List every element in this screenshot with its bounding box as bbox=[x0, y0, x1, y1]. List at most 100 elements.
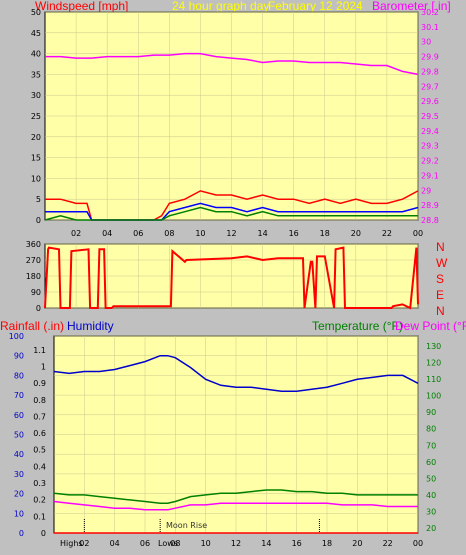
barometer-tick: 30 bbox=[421, 38, 431, 47]
wind-baro-series bbox=[44, 52, 419, 221]
x-tick: 20 bbox=[352, 539, 362, 548]
series-dew-point bbox=[53, 500, 418, 511]
barometer-tick: 30.1 bbox=[421, 23, 439, 32]
temperature-tick: 100 bbox=[426, 392, 441, 401]
windspeed-tick-labels: 0 5 10 15 20 25 30 35 40 45 50 bbox=[31, 8, 41, 225]
temperature-tick: 20 bbox=[426, 524, 436, 533]
x-tick: 14 bbox=[261, 539, 271, 548]
rainfall-tick: 1.1 bbox=[33, 346, 46, 355]
rainfall-tick: 0.4 bbox=[33, 462, 46, 471]
annotation-moon-rise: Moon Rise bbox=[166, 521, 207, 530]
barometer-tick: 30.2 bbox=[421, 8, 439, 17]
barometer-tick: 29.8 bbox=[421, 67, 439, 76]
x-tick: 22 bbox=[382, 229, 392, 238]
barometer-tick: 29.5 bbox=[421, 112, 439, 121]
barometer-tick: 29.3 bbox=[421, 142, 439, 151]
series-humidity bbox=[53, 354, 419, 392]
windspeed-axis-label: Windspeed [mph] bbox=[35, 0, 128, 13]
direction-tick: 360 bbox=[26, 240, 41, 249]
annotations: Moon Rise Highs Lows bbox=[60, 519, 320, 548]
compass-s: S bbox=[436, 272, 444, 286]
x-tick: 14 bbox=[257, 229, 267, 238]
direction-tick: 180 bbox=[26, 272, 41, 281]
x-tick: 12 bbox=[226, 229, 236, 238]
dewpoint-axis-label: Dew Point (°F) bbox=[395, 319, 466, 333]
temperature-tick: 70 bbox=[426, 441, 436, 450]
humidity-tick: 80 bbox=[14, 371, 24, 380]
rainfall-tick: 0.5 bbox=[33, 446, 46, 455]
temp-humidity-series bbox=[53, 354, 419, 534]
humidity-tick: 70 bbox=[14, 391, 24, 400]
temperature-tick: 90 bbox=[426, 408, 436, 417]
humidity-tick: 30 bbox=[14, 470, 24, 479]
series-barometer bbox=[45, 52, 419, 76]
windspeed-tick: 15 bbox=[31, 154, 41, 163]
compass-n: N bbox=[436, 304, 445, 318]
temperature-tick: 30 bbox=[426, 507, 436, 516]
x-tick: 04 bbox=[102, 229, 112, 238]
compass-n: N bbox=[436, 240, 445, 254]
x-tick: 00 bbox=[413, 229, 423, 238]
temperature-tick: 40 bbox=[426, 491, 436, 500]
temperature-tick: 120 bbox=[426, 358, 441, 367]
windspeed-tick: 30 bbox=[31, 91, 41, 100]
barometer-tick: 29 bbox=[421, 186, 431, 195]
wind-direction-tick-labels: 0 90 180 270 360 bbox=[26, 240, 41, 313]
x-tick: 12 bbox=[231, 539, 241, 548]
wind-direction-series bbox=[44, 246, 419, 310]
humidity-tick: 40 bbox=[14, 450, 24, 459]
rainfall-tick: 1 bbox=[41, 362, 46, 371]
rainfall-tick: 0.9 bbox=[33, 379, 46, 388]
barometer-tick: 29.9 bbox=[421, 53, 439, 62]
x-tick: 18 bbox=[322, 539, 332, 548]
direction-tick: 90 bbox=[31, 288, 41, 297]
windspeed-tick: 10 bbox=[31, 174, 41, 183]
series-wind-average bbox=[45, 202, 419, 221]
x-tick: 10 bbox=[195, 229, 205, 238]
series-wind-low bbox=[44, 206, 418, 221]
barometer-tick: 29.1 bbox=[421, 171, 439, 180]
barometer-tick: 29.4 bbox=[421, 127, 439, 136]
temperature-tick: 130 bbox=[426, 342, 441, 351]
x-tick: 06 bbox=[133, 229, 143, 238]
humidity-tick: 100 bbox=[9, 332, 24, 341]
annotation-lows: Lows bbox=[158, 539, 178, 548]
rainfall-tick: 0.7 bbox=[33, 412, 46, 421]
rainfall-tick-labels: 0 0.1 0.2 0.3 0.4 0.5 0.6 0.7 0.8 0.9 1 1.1 bbox=[33, 346, 46, 538]
x-tick: 16 bbox=[292, 539, 302, 548]
barometer-tick: 29.6 bbox=[421, 97, 439, 106]
x-tick: 16 bbox=[289, 229, 299, 238]
humidity-tick: 60 bbox=[14, 411, 24, 420]
windspeed-tick: 5 bbox=[36, 195, 41, 204]
windspeed-tick: 25 bbox=[31, 112, 41, 121]
windspeed-tick: 20 bbox=[31, 133, 41, 142]
rainfall-tick: 0 bbox=[41, 529, 46, 538]
humidity-tick: 10 bbox=[14, 509, 24, 518]
windspeed-tick: 0 bbox=[36, 216, 41, 225]
temperature-tick: 60 bbox=[426, 458, 436, 467]
wind-baro-grid bbox=[45, 11, 419, 221]
x-tick: 02 bbox=[79, 539, 89, 548]
humidity-tick: 0 bbox=[19, 529, 24, 538]
windspeed-tick: 40 bbox=[31, 50, 41, 59]
temperature-tick: 50 bbox=[426, 474, 436, 483]
x-tick: 04 bbox=[110, 539, 120, 548]
annotation-highs: Highs bbox=[60, 539, 83, 548]
humidity-tick: 90 bbox=[14, 352, 24, 361]
barometer-tick: 28.8 bbox=[421, 216, 439, 225]
barometer-axis-label: Barometer [.in] bbox=[372, 0, 451, 13]
chart-date: February 12 2024 bbox=[268, 0, 363, 13]
x-tick: 08 bbox=[164, 229, 174, 238]
rainfall-tick: 0.6 bbox=[33, 429, 46, 438]
rainfall-tick: 0.2 bbox=[33, 496, 46, 505]
barometer-tick: 29.2 bbox=[421, 157, 439, 166]
barometer-tick: 28.9 bbox=[421, 201, 439, 210]
humidity-tick: 20 bbox=[14, 490, 24, 499]
temperature-axis-label: Temperature (°F) bbox=[312, 319, 403, 333]
compass-e: E bbox=[436, 288, 444, 302]
x-tick: 08 bbox=[170, 539, 180, 548]
windspeed-tick: 35 bbox=[31, 70, 41, 79]
series-temperature bbox=[53, 489, 418, 504]
windspeed-tick: 45 bbox=[31, 29, 41, 38]
